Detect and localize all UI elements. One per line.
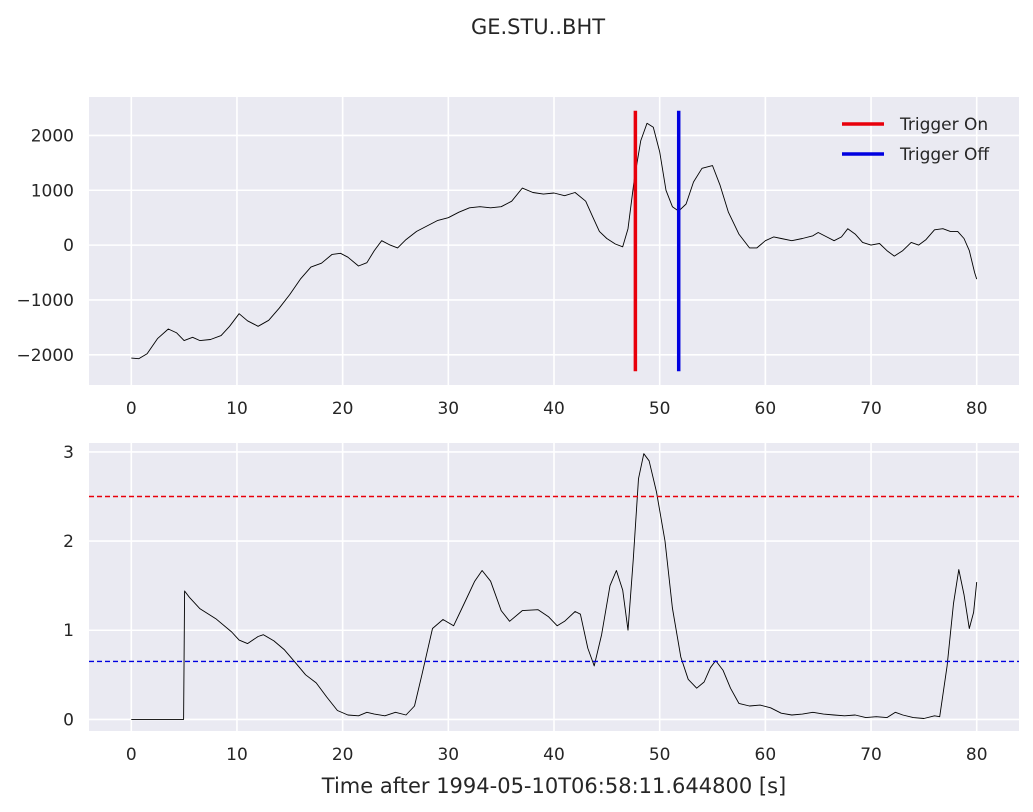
x-tick-label: 30: [437, 399, 459, 419]
x-tick-label: 70: [860, 745, 882, 765]
x-tick-label: 60: [755, 399, 777, 419]
trace-axes: 0 10 20 30 40 50 60 70 80 −2000 −1000 0 1000 2000 Trig…: [16, 97, 1019, 419]
y-tick-label: 0: [63, 710, 74, 730]
x-axis-label: Time after 1994-05-10T06:58:11.644800 [s…: [321, 774, 786, 798]
x-tick-label: 70: [860, 399, 882, 419]
x-tick-label: 10: [226, 745, 248, 765]
x-tick-label: 80: [966, 399, 988, 419]
y-tick-label: −2000: [16, 346, 74, 366]
y-tick-label: −1000: [16, 291, 74, 311]
legend-label: Trigger On: [899, 115, 988, 135]
x-tick-label: 10: [226, 399, 248, 419]
x-tick-label: 50: [649, 399, 671, 419]
y-tick-label: 1000: [31, 181, 74, 201]
legend-label: Trigger Off: [899, 145, 990, 165]
y-tick-label: 2000: [31, 126, 74, 146]
y-tick-label: 1: [63, 621, 74, 641]
x-tick-label: 80: [966, 745, 988, 765]
characteristic-function-axes: 0 10 20 30 40 50 60 70 80 0 1 2 3: [63, 443, 1019, 765]
y-tick-label: 2: [63, 532, 74, 552]
y-tick-label: 3: [63, 443, 74, 463]
x-tick-label: 20: [332, 399, 354, 419]
figure-title: GE.STU..BHT: [471, 15, 605, 39]
x-tick-label: 50: [649, 745, 671, 765]
series-line: [131, 122, 978, 360]
x-tick-label: 40: [543, 399, 565, 419]
x-tick-label: 20: [332, 745, 354, 765]
x-tick-label: 0: [126, 745, 137, 765]
y-tick-label: 0: [63, 236, 74, 256]
x-tick-label: 60: [755, 745, 777, 765]
x-tick-label: 30: [437, 745, 459, 765]
x-tick-label: 40: [543, 745, 565, 765]
x-tick-label: 0: [126, 399, 137, 419]
series-line: [131, 453, 978, 720]
